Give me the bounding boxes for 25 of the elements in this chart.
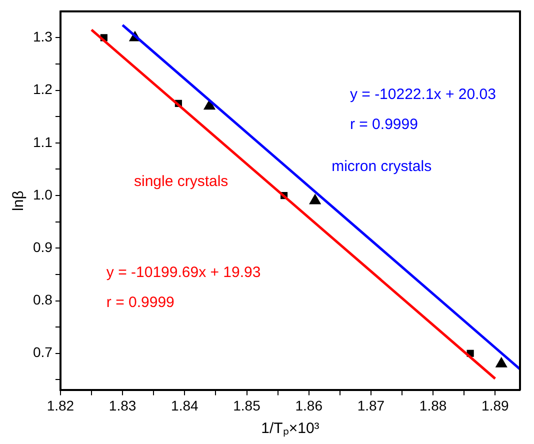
x-tick-label: 1.83 [108, 397, 136, 414]
annotation: r = 0.9999 [106, 294, 174, 312]
series-label: micron crystals [332, 158, 432, 175]
y-axis-title: lnβ [10, 190, 28, 211]
x-axis-title: 1/Tₚ×10³ [261, 420, 320, 438]
annotation: y = -10199.69x + 19.93 [106, 264, 261, 281]
point [495, 356, 508, 368]
x-tick-label: 1.86 [295, 397, 323, 414]
y-tick-label: 1.3 [32, 28, 53, 45]
series-label: single crystals [134, 173, 228, 190]
y-tick-label: 0.8 [32, 292, 53, 308]
x-tick-label: 1.82 [46, 397, 74, 414]
annotation: r = 0.9999 [350, 116, 418, 134]
point [309, 194, 322, 204]
y-tick-label: 1.0 [32, 186, 53, 202]
y-tick-label: 1.1 [32, 134, 53, 150]
x-tick-label: 1.84 [171, 397, 198, 414]
annotation: y = -10222.1x + 20.03 [350, 86, 496, 103]
y-tick-label: 0.7 [32, 344, 53, 360]
y-tick-label: 0.9 [32, 239, 53, 256]
x-tick-label: 1.89 [482, 397, 509, 414]
x-tick-label: 1.88 [419, 397, 447, 414]
x-tick-label: 1.87 [357, 397, 385, 414]
x-tick-label: 1.85 [233, 397, 261, 414]
y-tick-label: 1.2 [32, 81, 53, 98]
